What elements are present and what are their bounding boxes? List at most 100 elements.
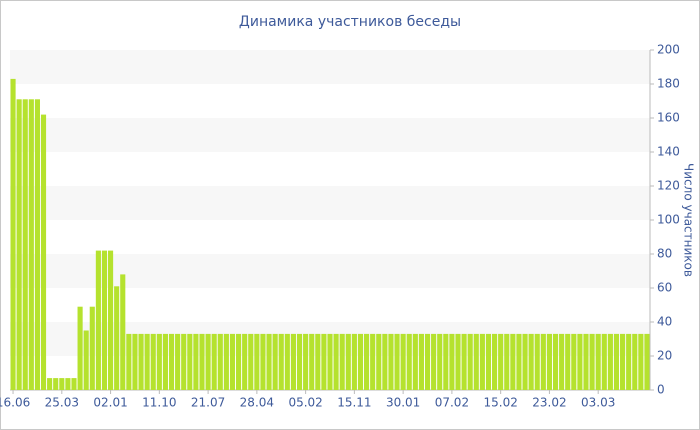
y-tick-label: 180 xyxy=(657,77,680,91)
bar xyxy=(577,333,583,390)
bar xyxy=(516,333,522,390)
y-tick-label: 160 xyxy=(657,111,680,125)
grid-band xyxy=(10,118,650,152)
bar xyxy=(266,333,272,390)
y-tick-label: 20 xyxy=(657,349,672,363)
bar xyxy=(443,333,449,390)
x-tick-label: 11.10 xyxy=(142,396,176,410)
x-tick-label: 15.11 xyxy=(337,396,371,410)
y-axis-title: Число участников xyxy=(682,163,696,277)
bar xyxy=(71,378,77,390)
bar xyxy=(290,333,296,390)
bar xyxy=(168,333,175,390)
bar xyxy=(126,333,132,390)
y-tick-label: 0 xyxy=(657,383,665,397)
bar xyxy=(199,333,205,390)
y-tick-label: 200 xyxy=(657,43,680,57)
bar xyxy=(327,333,333,390)
bar xyxy=(345,333,351,390)
bar xyxy=(479,333,485,390)
bar xyxy=(382,333,388,390)
bar xyxy=(376,333,382,390)
chart-title: Динамика участников беседы xyxy=(239,14,461,30)
bar xyxy=(120,274,126,390)
bar xyxy=(498,333,504,390)
bar xyxy=(108,250,114,390)
bar xyxy=(357,333,364,390)
bar xyxy=(467,333,473,390)
bar xyxy=(424,333,431,390)
y-tick-label: 100 xyxy=(657,213,680,227)
bar xyxy=(315,333,321,390)
bar xyxy=(162,333,168,390)
bar xyxy=(485,333,492,390)
bar xyxy=(638,333,644,390)
bar xyxy=(34,99,40,391)
bar xyxy=(626,333,632,390)
bar xyxy=(455,333,461,390)
bar xyxy=(236,333,242,390)
bar xyxy=(138,333,144,390)
bar xyxy=(193,333,199,390)
bar xyxy=(388,333,394,390)
bar xyxy=(632,333,638,390)
x-tick-label: 30.01 xyxy=(386,396,420,410)
bar xyxy=(412,333,418,390)
bar xyxy=(364,333,370,390)
bar xyxy=(601,333,607,390)
bar xyxy=(370,333,376,390)
bar xyxy=(278,333,284,390)
bar xyxy=(309,333,315,390)
x-tick-label: 15.02 xyxy=(483,396,517,410)
bar xyxy=(644,333,650,390)
bar xyxy=(22,99,28,391)
bar xyxy=(522,333,528,390)
x-tick-label: 16.06 xyxy=(0,396,30,410)
bar xyxy=(40,114,47,390)
bar xyxy=(181,333,187,390)
bar xyxy=(339,333,345,390)
bar xyxy=(284,333,290,390)
bar xyxy=(205,333,211,390)
bar xyxy=(248,333,254,390)
bar xyxy=(47,378,53,390)
bar xyxy=(406,333,412,390)
bar xyxy=(101,250,108,390)
y-tick-label: 80 xyxy=(657,247,672,261)
bar xyxy=(260,333,266,390)
bar xyxy=(504,333,510,390)
y-tick-label: 140 xyxy=(657,145,680,159)
bar xyxy=(552,333,559,390)
bar xyxy=(437,333,443,390)
bar xyxy=(589,333,595,390)
bar xyxy=(10,78,16,391)
bar xyxy=(223,333,229,390)
x-tick-label: 28.04 xyxy=(240,396,274,410)
bar xyxy=(333,333,339,390)
bar xyxy=(132,333,138,390)
bar xyxy=(559,333,565,390)
grid-band xyxy=(10,50,650,84)
x-tick-label: 21.07 xyxy=(191,396,225,410)
grid-band xyxy=(10,254,650,288)
bar xyxy=(187,333,193,390)
x-tick-label: 02.01 xyxy=(93,396,127,410)
bar xyxy=(77,306,83,390)
bar xyxy=(296,333,303,390)
bar xyxy=(418,333,424,390)
bar xyxy=(595,333,601,390)
bar xyxy=(400,333,406,390)
bar xyxy=(16,99,22,391)
bar xyxy=(321,333,327,390)
bar xyxy=(83,330,89,390)
bar xyxy=(620,333,626,390)
bar xyxy=(156,333,162,390)
bar xyxy=(571,333,577,390)
x-tick-label: 05.02 xyxy=(288,396,322,410)
bar xyxy=(28,99,34,391)
bar xyxy=(528,333,534,390)
bar xyxy=(492,333,498,390)
y-tick-label: 120 xyxy=(657,179,680,193)
